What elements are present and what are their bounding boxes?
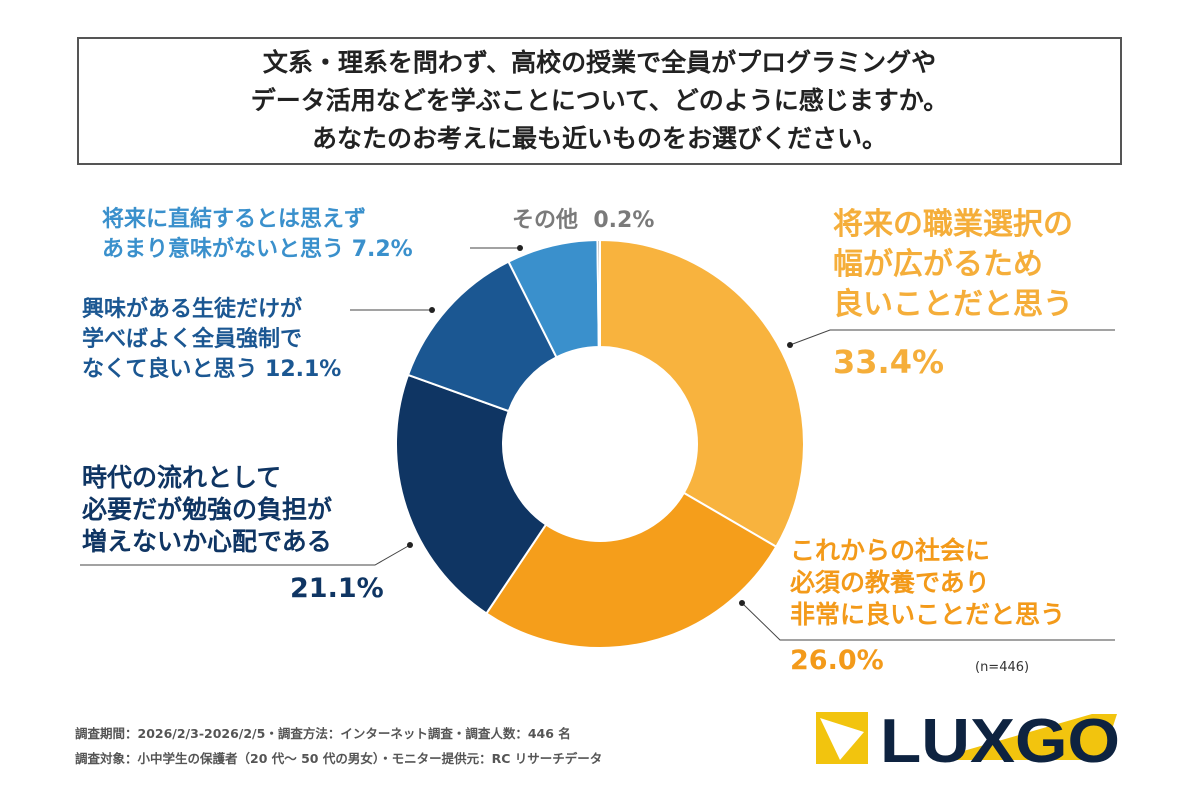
title-line: 文系・理系を問わず、高校の授業で全員がプログラミングや [262, 48, 937, 77]
leader-line [741, 602, 1115, 641]
leader-lines [80, 247, 1115, 641]
label-slice-3: 時代の流れとして 必要だが勉強の負担が 増えないか心配である [82, 463, 333, 556]
donut-slice-6 [596, 238, 601, 349]
donut-slice-4 [406, 260, 558, 413]
label-slice-1: 将来の職業選択の 幅が広がるため 良いことだと思う [833, 207, 1073, 322]
donut-slice-1 [599, 238, 805, 549]
footer-line: 調査対象：小中学生の保護者（20 代～ 50 代の男女）・モニター提供元：RC … [75, 751, 603, 766]
title-line: あなたのお考えに最も近いものをお選びください。 [311, 124, 887, 153]
title-line: データ活用などを学ぶことについて、どのように感じますか。 [250, 86, 949, 115]
luxgo-logo: LUXGO [812, 707, 1132, 776]
chart-title: 文系・理系を問わず、高校の授業で全員がプログラミングや データ活用などを学ぶこと… [77, 37, 1122, 165]
leader-line [789, 329, 1115, 346]
sample-size: (n=446) [975, 660, 1030, 675]
data-label-slice-3: 21.1% [290, 573, 384, 604]
data-label-slice-5: 7.2% [351, 237, 413, 262]
data-label-slice-2: 26.0% [790, 645, 884, 676]
footer-line: 調査期間：2026/2/3-2026/2/5・調査方法：インターネット調査・調査… [75, 726, 571, 741]
label-slice-4: 興味がある生徒だけが 学べばよく全員強制で なくて良いと思う 12.1% [82, 297, 342, 382]
label-slice-2: これからの社会に 必須の教養であり 非常に良いことだと思う [790, 536, 1066, 629]
label-slice-5: 将来に直結するとは思えず あまり意味がないと思う 7.2% [102, 207, 413, 262]
leader-dots [407, 245, 793, 606]
data-label-slice-1: 33.4% [833, 343, 945, 381]
data-label-slice-6: 0.2% [593, 208, 655, 233]
leader-line [80, 544, 411, 566]
data-label-slice-4: 12.1% [265, 357, 342, 382]
donut-slice-3 [394, 373, 548, 615]
label-slice-6: その他 0.2% [512, 208, 655, 233]
donut-slice-2 [485, 491, 778, 649]
logo-text: LUXGO [880, 708, 1120, 768]
